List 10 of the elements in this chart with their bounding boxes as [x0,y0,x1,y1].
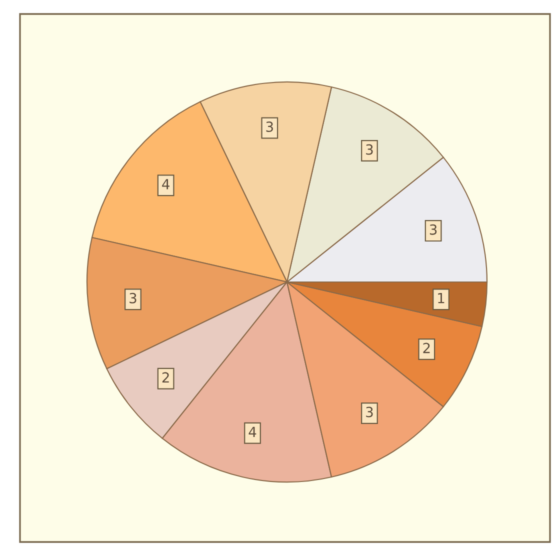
data-label: 2 [423,342,430,354]
data-label: 1 [438,293,444,304]
data-label: 3 [366,406,373,418]
data-label: 3 [266,122,273,132]
data-label: 4 [162,179,170,190]
data-label: 3 [130,292,136,304]
data-label: 3 [366,144,373,155]
data-label: 2 [162,372,169,382]
data-label: 4 [248,426,256,437]
data-label: 3 [430,224,437,235]
